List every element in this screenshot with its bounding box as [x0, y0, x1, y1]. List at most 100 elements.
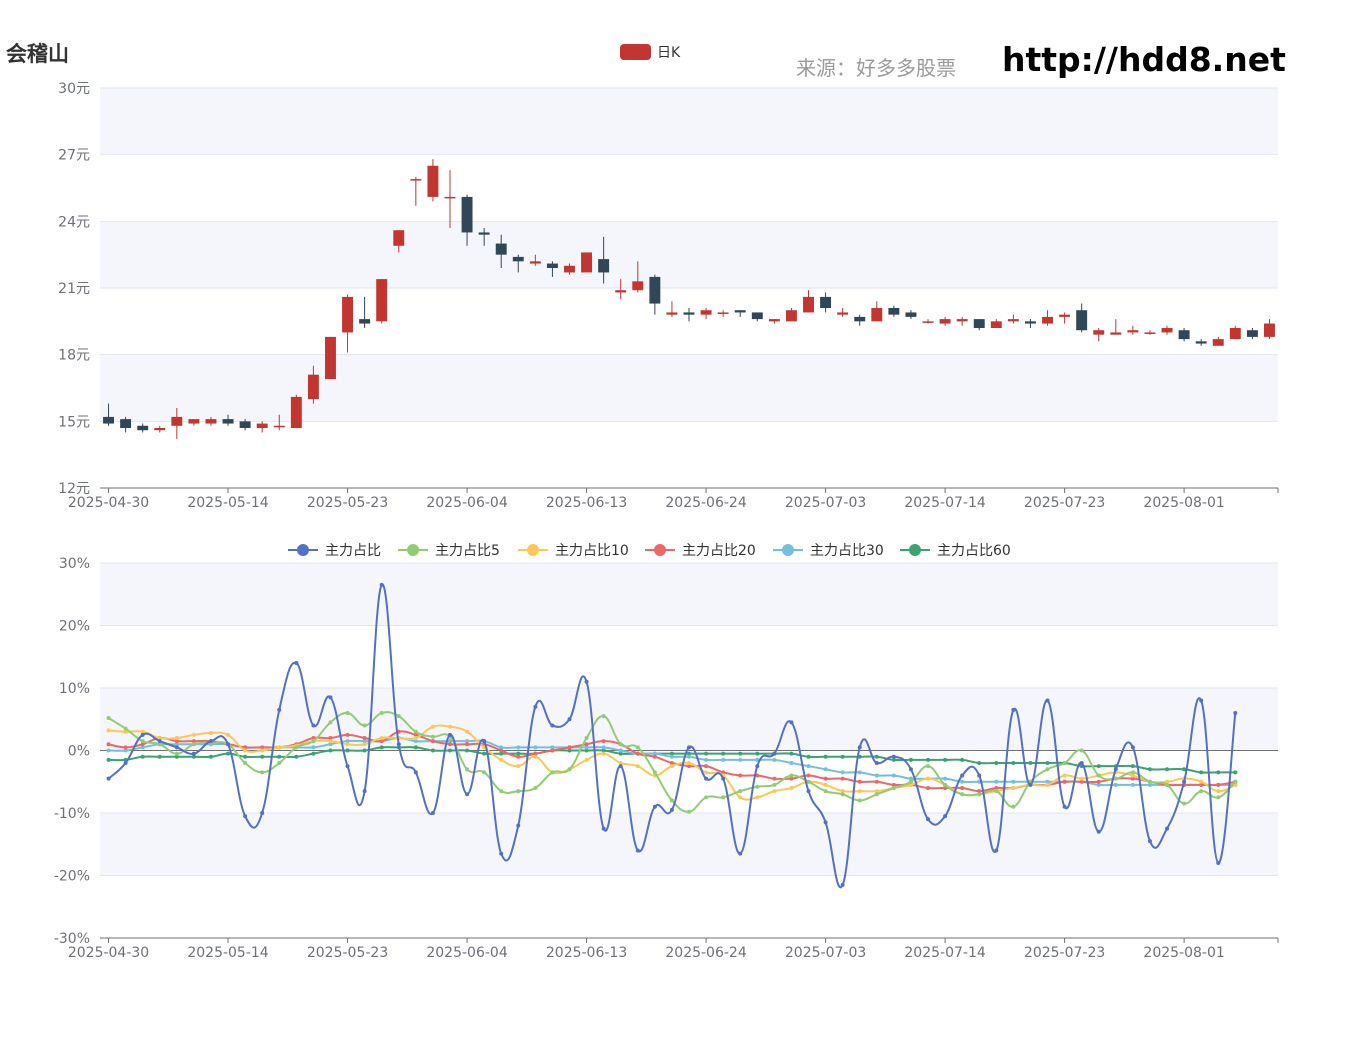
series-point: [379, 736, 384, 740]
series-point: [857, 770, 862, 775]
series-point: [926, 764, 931, 769]
series-point: [1045, 761, 1050, 765]
series-point: [704, 795, 709, 800]
series-point: [550, 723, 555, 728]
series-point: [533, 751, 538, 756]
series-point: [174, 736, 179, 740]
series-point: [721, 776, 726, 781]
series-point: [550, 748, 555, 753]
series-point: [1011, 707, 1016, 712]
series-point: [789, 751, 794, 756]
series-point: [345, 748, 350, 753]
line-xtick-label: 2025-05-23: [307, 945, 388, 961]
series-point: [908, 776, 913, 781]
series-point: [1096, 829, 1101, 834]
series-0: [106, 582, 1238, 889]
legend-marker: [654, 544, 666, 556]
series-point: [755, 764, 760, 769]
series-point: [1165, 779, 1170, 784]
series-point: [908, 767, 913, 772]
series-point: [516, 751, 521, 756]
series-point: [260, 754, 265, 759]
series-point: [926, 786, 931, 790]
line-xtick-label: 2025-06-13: [546, 945, 627, 961]
candle-body: [939, 319, 951, 324]
candle-body: [564, 265, 575, 273]
series-point: [806, 754, 811, 759]
series-point: [362, 739, 367, 744]
series-point: [601, 714, 606, 719]
series-point: [908, 779, 913, 784]
series-point: [430, 811, 435, 815]
series-point: [328, 748, 333, 753]
series-point: [857, 779, 862, 784]
series-point: [1096, 779, 1101, 784]
candle-body: [495, 243, 507, 255]
candle-body: [444, 196, 456, 199]
kline-band: [100, 88, 1278, 155]
legend-item-2[interactable]: 主力占比10: [518, 543, 629, 559]
series-point: [447, 724, 452, 729]
line-xtick-label: 2025-06-04: [426, 945, 507, 961]
series-point: [123, 761, 128, 765]
kline-xtick-label: 2025-08-01: [1143, 495, 1224, 511]
series-point: [1062, 779, 1067, 784]
series-point: [618, 748, 623, 753]
series-point: [140, 739, 145, 744]
series-point: [123, 748, 128, 753]
series-point: [1096, 773, 1101, 778]
series-point: [243, 814, 248, 819]
series-point: [294, 661, 299, 665]
series-point: [789, 761, 794, 765]
candle-body: [1007, 319, 1019, 322]
series-point: [243, 745, 248, 750]
candle-body: [990, 321, 1002, 328]
series-point: [106, 748, 111, 753]
series-point: [738, 789, 743, 794]
series-point: [943, 786, 948, 790]
series-point: [243, 761, 248, 765]
legend-marker: [407, 544, 419, 556]
series-point: [243, 754, 248, 759]
kline-legend[interactable]: 日K: [620, 44, 681, 61]
series-point: [755, 795, 760, 800]
kline-xtick-label: 2025-07-23: [1024, 495, 1105, 511]
legend-item-5[interactable]: 主力占比60: [900, 543, 1011, 559]
series-point: [823, 789, 828, 794]
series-point: [772, 776, 777, 781]
candle-body: [393, 230, 405, 246]
legend-item-3[interactable]: 主力占比20: [645, 543, 756, 559]
legend-item-0[interactable]: 主力占比: [288, 543, 381, 559]
series-point: [994, 761, 999, 765]
series-point: [123, 745, 128, 750]
series-point: [687, 761, 691, 765]
candle-body: [512, 256, 524, 262]
candle-body: [803, 296, 814, 313]
line-ytick-label: 20%: [59, 619, 90, 635]
line-legend[interactable]: 主力占比 主力占比5 主力占比10 主力占比20 主力占比30 主力占比60: [288, 543, 1011, 559]
series-point: [533, 754, 538, 759]
series-point: [669, 798, 674, 803]
series-point: [891, 786, 896, 790]
series-point: [1199, 779, 1204, 784]
series-point: [652, 770, 657, 775]
series-point: [1216, 795, 1221, 800]
legend-item-1[interactable]: 主力占比5: [398, 543, 500, 559]
series-point: [567, 748, 572, 753]
site-url[interactable]: http://hdd8.net: [1002, 40, 1286, 79]
candle-body: [1161, 328, 1173, 333]
series-point: [635, 745, 640, 750]
series-point: [123, 726, 128, 731]
kline-band: [100, 221, 1278, 288]
candle-body: [581, 252, 593, 273]
candle-body: [922, 321, 934, 323]
kline-ytick-label: 12元: [58, 481, 90, 497]
series-point: [499, 745, 504, 750]
kline-xtick-label: 2025-07-03: [785, 495, 866, 511]
series-point: [618, 751, 623, 756]
legend-item-4[interactable]: 主力占比30: [773, 543, 884, 559]
candle-body: [837, 312, 849, 315]
series-point: [1130, 773, 1135, 778]
series-point: [652, 804, 657, 809]
series-point: [891, 754, 896, 759]
